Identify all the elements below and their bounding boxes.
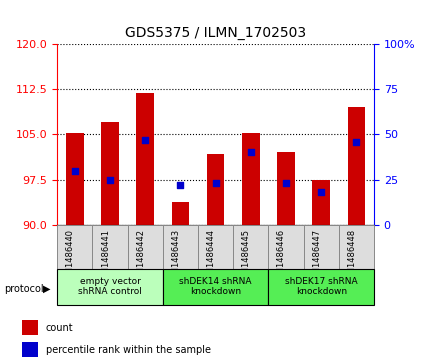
Text: protocol: protocol (4, 284, 44, 294)
Point (106, 177, 114, 183)
Bar (22, 342, 38, 357)
Bar (242, 133, 260, 225)
Bar (207, 154, 224, 225)
Text: GSM1486448: GSM1486448 (348, 229, 356, 285)
Bar (312, 180, 330, 225)
Point (71, 168, 78, 174)
Point (177, 182, 184, 188)
Bar (198, 225, 233, 269)
Bar (304, 225, 339, 269)
Bar (57, 269, 163, 305)
Text: GSM1486443: GSM1486443 (172, 229, 180, 285)
Bar (163, 225, 198, 269)
Bar (136, 93, 154, 225)
Text: GSM1486446: GSM1486446 (277, 229, 286, 285)
Bar (128, 225, 163, 269)
Bar (348, 107, 365, 225)
Bar (92, 225, 128, 269)
Text: count: count (46, 323, 73, 333)
Text: GSM1486447: GSM1486447 (312, 229, 321, 285)
Point (142, 137, 149, 143)
Point (318, 189, 325, 195)
Text: percentile rank within the sample: percentile rank within the sample (46, 345, 211, 355)
Text: GSM1486442: GSM1486442 (136, 229, 145, 285)
Bar (339, 225, 374, 269)
Bar (22, 320, 38, 335)
Bar (57, 225, 92, 269)
Bar (268, 225, 304, 269)
Title: GDS5375 / ILMN_1702503: GDS5375 / ILMN_1702503 (125, 26, 306, 40)
Text: ▶: ▶ (43, 284, 51, 294)
Bar (268, 269, 374, 305)
Point (212, 180, 219, 186)
Point (282, 180, 290, 186)
Text: GSM1486445: GSM1486445 (242, 229, 251, 285)
Bar (66, 133, 84, 225)
Bar (277, 152, 295, 225)
Text: empty vector
shRNA control: empty vector shRNA control (78, 277, 142, 297)
Text: shDEK14 shRNA
knockdown: shDEK14 shRNA knockdown (180, 277, 252, 297)
Bar (163, 269, 268, 305)
Point (353, 139, 360, 144)
Bar (233, 225, 268, 269)
Bar (101, 122, 119, 225)
Text: GSM1486441: GSM1486441 (101, 229, 110, 285)
Bar (172, 202, 189, 225)
Point (247, 150, 254, 155)
Text: GSM1486440: GSM1486440 (66, 229, 75, 285)
Text: GSM1486444: GSM1486444 (207, 229, 216, 285)
Text: shDEK17 shRNA
knockdown: shDEK17 shRNA knockdown (285, 277, 358, 297)
